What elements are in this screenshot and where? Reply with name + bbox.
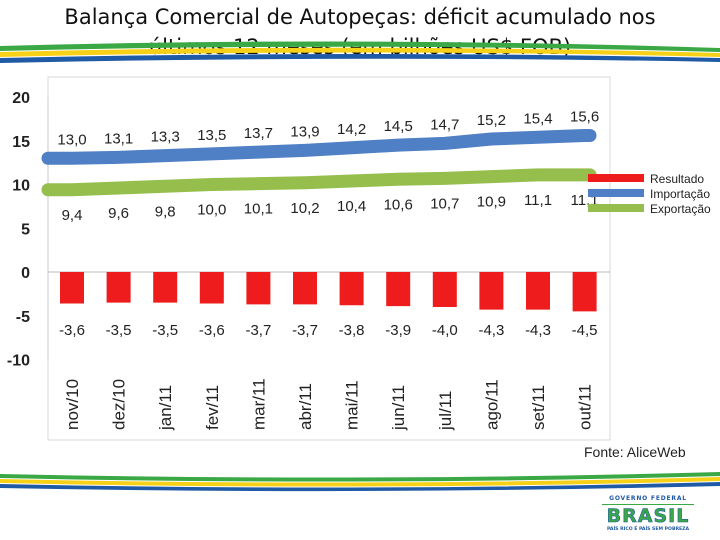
legend-label: Resultado: [650, 172, 704, 186]
data-label-exportacao: 10,9: [477, 194, 506, 211]
bar-resultado: [339, 272, 364, 306]
y-tick-label: 5: [21, 221, 30, 238]
x-tick-label: jan/11: [156, 385, 175, 431]
data-label-exportacao: 9,4: [62, 207, 83, 224]
bar-resultado: [60, 272, 84, 304]
data-label-resultado: -3,6: [199, 322, 225, 339]
source-note: Fonte: AliceWeb: [584, 444, 686, 460]
x-tick-label: set/11: [529, 385, 548, 430]
data-label-importacao: 13,5: [197, 127, 226, 144]
bar-resultado: [293, 272, 317, 305]
y-tick-label: 20: [12, 90, 30, 107]
footer-stripes: [0, 472, 720, 492]
y-tick-label: 0: [21, 265, 30, 282]
data-label-exportacao: 10,1: [244, 201, 273, 218]
legend-swatch: [588, 189, 644, 197]
bar-resultado: [432, 272, 457, 307]
data-label-importacao: 14,5: [384, 118, 413, 135]
data-label-importacao: 13,0: [57, 131, 86, 148]
data-label-importacao: 15,2: [477, 112, 506, 129]
data-label-exportacao: 10,4: [337, 198, 366, 215]
data-label-resultado: -4,5: [572, 322, 598, 339]
logo-brand-text: BRASIL: [607, 505, 690, 527]
bar-resultado: [153, 272, 178, 303]
legend-swatch: [588, 174, 644, 182]
x-tick-label: mar/11: [249, 378, 268, 430]
data-label-exportacao: 10,2: [290, 200, 319, 217]
x-tick-label: jul/11: [436, 391, 455, 431]
data-label-importacao: 13,3: [151, 129, 180, 146]
data-label-resultado: -3,8: [339, 322, 365, 339]
data-label-exportacao: 10,7: [430, 195, 459, 212]
data-label-resultado: -3,5: [152, 322, 178, 339]
bar-resultado: [246, 272, 271, 305]
y-tick-label: 15: [12, 134, 30, 151]
data-label-exportacao: 10,0: [197, 202, 226, 219]
x-tick-label: fev/11: [203, 385, 222, 430]
legend-label: Importação: [650, 187, 710, 201]
data-label-importacao: 14,2: [337, 121, 366, 138]
logo-slogan-text: PAÍS RICO É PAÍS SEM POBREZA: [607, 524, 689, 532]
data-label-exportacao: 9,8: [155, 203, 176, 220]
data-label-resultado: -3,7: [292, 322, 318, 339]
logo-top-text: GOVERNO FEDERAL: [609, 495, 687, 502]
bar-resultado: [199, 272, 224, 304]
line-importacao: [41, 129, 597, 165]
data-label-importacao: 15,4: [523, 110, 552, 127]
line-exportacao: [41, 168, 597, 197]
x-tick-label: out/11: [576, 384, 595, 430]
bar-resultado: [572, 272, 597, 312]
data-label-resultado: -4,3: [525, 322, 551, 339]
data-label-resultado: -3,6: [59, 322, 85, 339]
bar-resultado: [106, 272, 131, 303]
data-label-importacao: 13,1: [104, 130, 133, 147]
data-label-resultado: -4,3: [478, 322, 504, 339]
x-tick-label: ago/11: [482, 379, 501, 430]
data-label-resultado: -3,7: [245, 322, 271, 339]
legend-swatch: [588, 204, 644, 212]
x-tick-label: dez/10: [110, 379, 129, 430]
data-label-importacao: 14,7: [430, 116, 459, 133]
data-label-exportacao: 10,6: [384, 196, 413, 213]
x-tick-label: mai/11: [343, 380, 362, 430]
x-tick-label: jun/11: [389, 385, 408, 431]
chart: 20 15 10 5 0 -5 -10 13,0 13,1 13,3 13,5 13,7 13,9 14…: [7, 76, 711, 441]
data-label-exportacao: 11,1: [524, 192, 552, 209]
y-tick-label: 10: [12, 178, 30, 195]
data-label-importacao: 15,6: [570, 109, 599, 126]
bar-resultado: [479, 272, 504, 310]
legend-label: Exportação: [650, 202, 711, 216]
data-label-importacao: 13,7: [244, 125, 273, 142]
y-tick-label: -10: [7, 353, 30, 370]
bar-resultado: [386, 272, 411, 307]
bar-resultado: [526, 272, 550, 310]
data-label-resultado: -4,0: [432, 322, 458, 339]
chart-title-line1: Balança Comercial de Autopeças: déficit …: [64, 5, 656, 29]
data-label-exportacao: 9,6: [108, 205, 129, 222]
x-tick-label: abr/11: [296, 383, 315, 430]
header-stripes: [0, 41, 720, 63]
x-tick-label: nov/10: [63, 379, 82, 430]
data-label-resultado: -3,9: [385, 322, 411, 339]
y-tick-label: -5: [16, 309, 30, 326]
brasil-logo: GOVERNO FEDERAL BRASIL PAÍS RICO É PAÍS …: [602, 495, 694, 532]
data-label-importacao: 13,9: [290, 123, 319, 140]
data-label-resultado: -3,5: [106, 322, 132, 339]
